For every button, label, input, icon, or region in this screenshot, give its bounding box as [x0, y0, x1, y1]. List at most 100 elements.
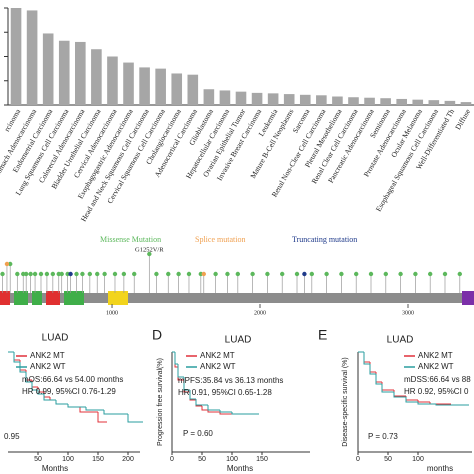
lollipop-head	[44, 271, 50, 277]
lollipop-head	[121, 271, 127, 277]
lollipop-head	[4, 261, 10, 267]
lollipop-head	[176, 271, 181, 277]
bar	[316, 95, 327, 105]
survival-step	[79, 407, 98, 413]
bar	[10, 8, 22, 105]
survival-step	[31, 382, 38, 391]
x-tick-label: 50	[34, 456, 42, 463]
bar	[380, 98, 391, 105]
lollipop-head	[398, 271, 403, 277]
lollipop-head	[28, 271, 33, 277]
x-axis-label: months	[427, 464, 453, 473]
domain	[0, 291, 10, 305]
survival-step	[405, 397, 418, 403]
x-tick-label: 0	[170, 456, 174, 463]
legend-label: ANK2 MT	[200, 351, 235, 360]
annotation: P = 0.73	[368, 432, 398, 441]
survival-step	[417, 402, 436, 405]
x-tick-label: 0	[356, 456, 360, 463]
survival-step	[189, 390, 196, 400]
annotation: mOS:66.64 vs 54.00 months	[22, 375, 123, 384]
survival-step	[375, 372, 382, 383]
survival-step	[19, 362, 26, 373]
survival-step	[393, 392, 406, 398]
x-axis-label: Months	[227, 464, 253, 473]
survival-step	[55, 400, 68, 405]
bar	[396, 98, 407, 105]
legend-label: Truncating mutation	[292, 235, 357, 244]
survival-step	[369, 362, 376, 373]
lollipop-head	[32, 271, 38, 277]
annotation: P = 0.60	[183, 429, 213, 438]
lollipop-head	[265, 271, 270, 277]
bar	[428, 100, 440, 105]
survival-step	[25, 372, 32, 383]
bar	[139, 67, 150, 105]
x-tick-label: 100	[226, 456, 238, 463]
y-axis-label: Progression free survival(%)	[157, 358, 164, 446]
bar	[155, 68, 166, 105]
lollipop-head	[186, 271, 192, 277]
lollipop-head	[15, 271, 20, 277]
lollipop-head	[59, 271, 64, 277]
survival-step	[177, 364, 184, 378]
lollipop-head	[50, 271, 56, 277]
domain	[108, 291, 128, 305]
lollipop-head	[442, 271, 448, 277]
annotation: HR 0.91, 95%CI 0.65-1.28	[178, 388, 272, 397]
legend-label: ANK2 WT	[200, 362, 236, 371]
lollipop-head	[413, 271, 418, 277]
lollipop-head	[23, 271, 29, 277]
legend-label: Missense Mutation	[100, 235, 161, 244]
lollipop-head	[339, 271, 344, 277]
lollipop-head	[166, 271, 171, 277]
domain	[14, 291, 28, 305]
legend-label: ANK2 WT	[30, 362, 66, 371]
x-tick-label: 200	[122, 456, 134, 463]
survival-step	[375, 374, 382, 385]
lollipop-head	[8, 261, 13, 267]
lollipop-head	[457, 271, 462, 277]
lollipop-head	[250, 271, 255, 277]
bar	[107, 56, 118, 105]
bar	[444, 100, 456, 105]
survival-step	[43, 394, 56, 401]
lollipop-head	[354, 271, 359, 277]
bar	[26, 10, 38, 105]
lollipop-head	[154, 271, 159, 277]
survival-step	[195, 399, 208, 406]
x-tick-label: 50	[384, 456, 392, 463]
bar	[412, 99, 424, 105]
survival-step	[19, 360, 26, 371]
bar	[235, 91, 247, 105]
lollipop-head	[309, 271, 315, 277]
annotation: G1252V/R	[135, 246, 164, 253]
bar	[91, 49, 102, 105]
lollipop-head	[74, 271, 79, 277]
survival-step	[231, 412, 256, 415]
domain	[32, 291, 42, 305]
annotation: mPFS:35.84 vs 36.13 months	[178, 376, 283, 385]
lollipop-head	[132, 271, 137, 277]
x-axis-label: Months	[42, 464, 68, 473]
survival-step	[103, 410, 128, 415]
annotation: 0.95	[4, 432, 20, 441]
annotation: mDSS:66.64 vs 88	[404, 375, 471, 384]
survival-step	[219, 410, 232, 413]
lollipop-head	[427, 271, 433, 277]
chart-title: LUAD	[387, 335, 414, 346]
survival-step	[363, 352, 370, 365]
chart-title: LUAD	[225, 335, 252, 346]
lollipop-head	[112, 271, 118, 277]
lollipop-head	[95, 271, 100, 277]
survival-step	[381, 382, 394, 391]
lollipop-head	[235, 271, 241, 277]
lollipop-head	[38, 271, 44, 277]
bar	[171, 73, 183, 105]
bar	[460, 102, 472, 105]
x-tick-label: 50	[198, 456, 206, 463]
survival-step	[85, 407, 104, 411]
lollipop-head	[147, 251, 152, 257]
lollipop-head	[368, 271, 374, 277]
